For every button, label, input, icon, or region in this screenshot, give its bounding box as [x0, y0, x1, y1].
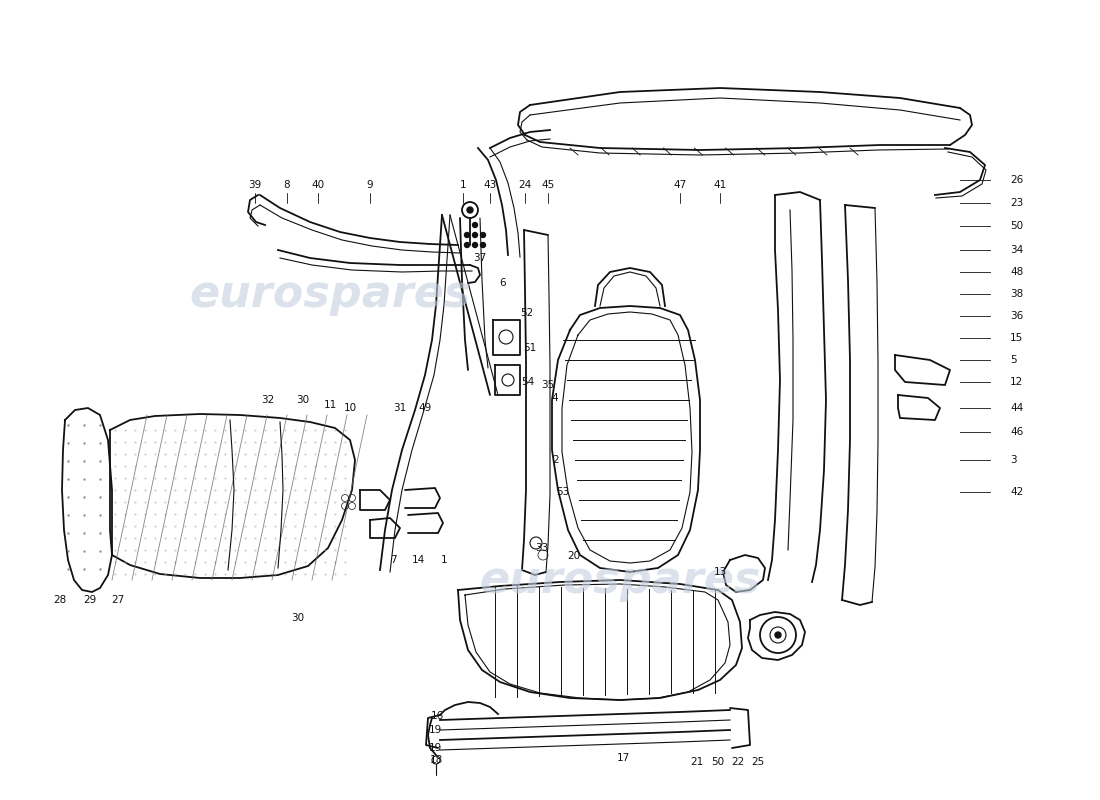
Circle shape: [776, 632, 781, 638]
Text: 45: 45: [541, 180, 554, 190]
Text: 2: 2: [552, 455, 559, 465]
Circle shape: [473, 233, 477, 238]
Text: 28: 28: [54, 595, 67, 605]
Text: 27: 27: [111, 595, 124, 605]
Circle shape: [481, 233, 485, 238]
Text: 52: 52: [520, 308, 534, 318]
Text: 40: 40: [311, 180, 324, 190]
Text: 5: 5: [1010, 355, 1016, 365]
Text: 37: 37: [473, 253, 486, 263]
Text: 23: 23: [1010, 198, 1023, 208]
Circle shape: [464, 233, 470, 238]
Text: 22: 22: [732, 757, 745, 767]
Text: 54: 54: [521, 377, 535, 387]
Text: 14: 14: [411, 555, 425, 565]
Text: 19: 19: [428, 743, 441, 753]
Text: 38: 38: [1010, 290, 1023, 299]
Text: 44: 44: [1010, 403, 1023, 413]
Text: 30: 30: [296, 395, 309, 405]
Text: 25: 25: [751, 757, 764, 767]
Text: eurospares: eurospares: [189, 274, 471, 317]
Text: 49: 49: [418, 403, 431, 413]
Text: 41: 41: [714, 180, 727, 190]
Text: 13: 13: [714, 567, 727, 577]
Text: 1: 1: [460, 180, 466, 190]
Text: 8: 8: [284, 180, 290, 190]
Text: 46: 46: [1010, 427, 1023, 437]
Circle shape: [468, 207, 473, 213]
Text: 7: 7: [389, 555, 396, 565]
Text: 4: 4: [552, 393, 559, 403]
Text: 47: 47: [673, 180, 686, 190]
Text: 50: 50: [712, 757, 725, 767]
Text: 20: 20: [568, 551, 581, 561]
Text: 31: 31: [394, 403, 407, 413]
Text: 17: 17: [616, 753, 629, 763]
Text: 18: 18: [429, 755, 442, 765]
Text: 29: 29: [84, 595, 97, 605]
Text: 12: 12: [1010, 378, 1023, 387]
Text: 35: 35: [541, 380, 554, 390]
Text: 51: 51: [524, 343, 537, 353]
Text: 50: 50: [1010, 222, 1023, 231]
Text: 42: 42: [1010, 487, 1023, 497]
Text: eurospares: eurospares: [480, 558, 761, 602]
Text: 26: 26: [1010, 175, 1023, 185]
Text: 34: 34: [1010, 245, 1023, 254]
Text: 30: 30: [292, 613, 305, 623]
Text: 11: 11: [323, 400, 337, 410]
Text: 6: 6: [499, 278, 506, 288]
Circle shape: [473, 222, 477, 227]
Text: 21: 21: [691, 757, 704, 767]
Text: 53: 53: [557, 487, 570, 497]
Text: 16: 16: [430, 711, 443, 721]
Text: 33: 33: [536, 543, 549, 553]
Text: 15: 15: [1010, 334, 1023, 343]
Text: 36: 36: [1010, 311, 1023, 321]
Text: 1: 1: [441, 555, 448, 565]
Circle shape: [473, 242, 477, 247]
Text: 48: 48: [1010, 267, 1023, 277]
Circle shape: [481, 242, 485, 247]
Text: 39: 39: [249, 180, 262, 190]
Text: 19: 19: [428, 725, 441, 735]
Circle shape: [464, 242, 470, 247]
Text: 32: 32: [262, 395, 275, 405]
Text: 10: 10: [343, 403, 356, 413]
Text: 3: 3: [1010, 455, 1016, 465]
Text: 9: 9: [366, 180, 373, 190]
Text: 24: 24: [518, 180, 531, 190]
Text: 43: 43: [483, 180, 496, 190]
